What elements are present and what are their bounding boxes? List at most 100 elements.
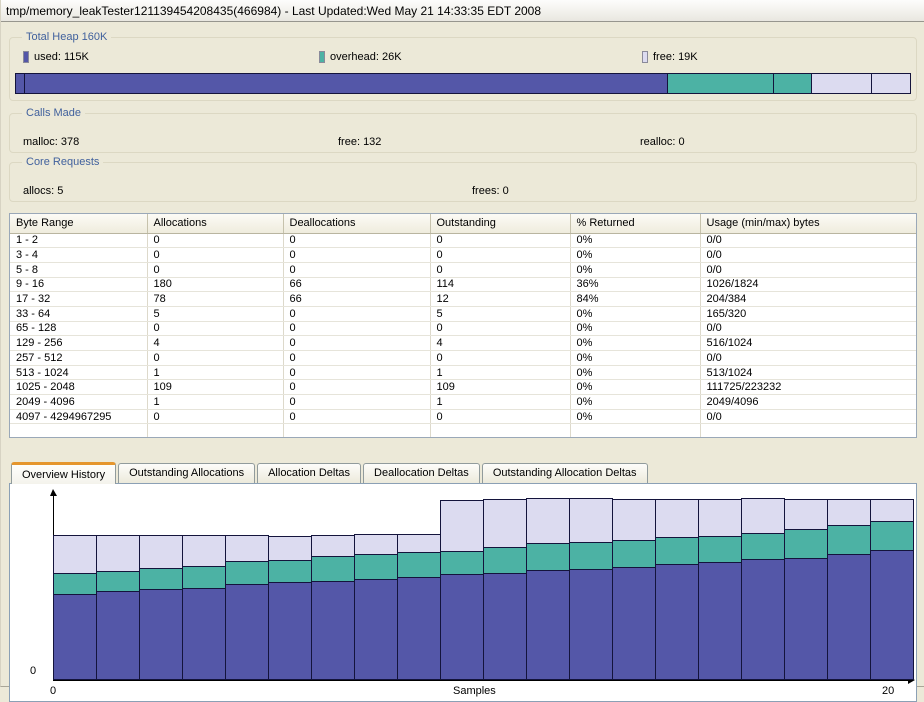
- free-swatch-icon: [642, 51, 648, 63]
- table-cell: 0%: [570, 409, 700, 424]
- table-cell: 0/0: [700, 233, 916, 248]
- heap-legend: used: 115K overhead: 26K free: 19K: [10, 51, 916, 67]
- table-cell: 36%: [570, 277, 700, 292]
- table-row[interactable]: 65 - 1280000%0/0: [10, 321, 916, 336]
- table-cell: 0/0: [700, 262, 916, 277]
- column-header[interactable]: % Returned: [570, 214, 700, 233]
- table-row[interactable]: 9 - 161806611436%1026/1824: [10, 277, 916, 292]
- chart-segment-overhead: [828, 525, 870, 554]
- table-row[interactable]: 17 - 3278661284%204/384: [10, 292, 916, 307]
- tab-deallocation-deltas[interactable]: Deallocation Deltas: [363, 463, 480, 483]
- column-header[interactable]: Deallocations: [283, 214, 430, 233]
- table-header-row: Byte RangeAllocationsDeallocationsOutsta…: [10, 214, 916, 233]
- chart-segment-used: [441, 574, 483, 679]
- table-row[interactable]: 3 - 40000%0/0: [10, 248, 916, 263]
- chart-bar-sample-7: [311, 535, 355, 680]
- calls-made-group: Calls Made malloc: 378 free: 132 realloc…: [9, 113, 917, 153]
- chart-bar-sample-19: [827, 499, 871, 680]
- column-header[interactable]: Allocations: [147, 214, 283, 233]
- table-row[interactable]: 1025 - 204810901090%111725/223232: [10, 380, 916, 395]
- table-cell: [430, 424, 570, 438]
- table-cell: 257 - 512: [10, 351, 147, 366]
- tab-allocation-deltas[interactable]: Allocation Deltas: [257, 463, 361, 483]
- byte-range-table: Byte RangeAllocationsDeallocationsOutsta…: [9, 213, 917, 438]
- table-cell: 0/0: [700, 351, 916, 366]
- table-cell: 516/1024: [700, 336, 916, 351]
- chart-segment-overhead: [742, 533, 784, 559]
- stat-frees: frees: 0: [472, 185, 509, 197]
- table-cell: 65 - 128: [10, 321, 147, 336]
- table-cell: 3 - 4: [10, 248, 147, 263]
- table-cell: 5: [430, 306, 570, 321]
- overview-history-chart: 0 0 Samples 20: [9, 483, 917, 702]
- table-cell: 0: [147, 262, 283, 277]
- table-cell: 0: [283, 262, 430, 277]
- chart-segment-used: [785, 558, 827, 679]
- chart-segment-overhead: [97, 571, 139, 591]
- table-cell: 111725/223232: [700, 380, 916, 395]
- chart-segment-used: [871, 550, 913, 679]
- table-cell: 0: [147, 351, 283, 366]
- chart-segment-free: [183, 536, 225, 566]
- table-cell: 0: [283, 248, 430, 263]
- chart-segment-overhead: [484, 547, 526, 573]
- chart-segment-overhead: [398, 552, 440, 577]
- legend-free-label: free: 19K: [653, 51, 698, 63]
- column-header[interactable]: Outstanding: [430, 214, 570, 233]
- legend-item-overhead: overhead: 26K: [319, 51, 402, 63]
- table-cell: 5 - 8: [10, 262, 147, 277]
- window-title: tmp/memory_leakTester121139454208435(466…: [1, 0, 924, 22]
- table-cell: 0: [430, 409, 570, 424]
- chart-segment-overhead: [871, 521, 913, 550]
- column-header[interactable]: Byte Range: [10, 214, 147, 233]
- table-cell: 66: [283, 277, 430, 292]
- table-cell: 1: [147, 365, 283, 380]
- tab-outstanding-allocation-deltas[interactable]: Outstanding Allocation Deltas: [482, 463, 648, 483]
- table-cell: 1: [430, 395, 570, 410]
- table-cell: 0: [430, 351, 570, 366]
- chart-segment-used: [54, 594, 96, 679]
- heap-segment-free: [811, 74, 871, 93]
- chart-segment-overhead: [656, 537, 698, 564]
- chart-segment-used: [656, 564, 698, 679]
- chart-segment-overhead: [269, 560, 311, 582]
- tab-overview-history[interactable]: Overview History: [11, 462, 116, 484]
- chart-segment-overhead: [613, 540, 655, 567]
- chart-segment-overhead: [140, 568, 182, 589]
- table-cell: 0/0: [700, 248, 916, 263]
- table-cell: 0%: [570, 248, 700, 263]
- table-row[interactable]: 257 - 5120000%0/0: [10, 351, 916, 366]
- table-cell: 0: [147, 248, 283, 263]
- table-cell: 0: [147, 409, 283, 424]
- table-cell: 109: [147, 380, 283, 395]
- chart-segment-used: [183, 588, 225, 679]
- used-swatch-icon: [23, 51, 29, 63]
- table-cell: [147, 424, 283, 438]
- table-cell: 513/1024: [700, 365, 916, 380]
- table-cell: 0%: [570, 233, 700, 248]
- table-row[interactable]: 513 - 10241010%513/1024: [10, 365, 916, 380]
- table-cell: 1: [147, 395, 283, 410]
- table-cell: 1: [430, 365, 570, 380]
- chart-segment-used: [140, 589, 182, 679]
- table-cell: 0/0: [700, 321, 916, 336]
- table-cell: 513 - 1024: [10, 365, 147, 380]
- tab-outstanding-allocations[interactable]: Outstanding Allocations: [118, 463, 255, 483]
- table-cell: 9 - 16: [10, 277, 147, 292]
- legend-item-free: free: 19K: [642, 51, 698, 63]
- table-row[interactable]: 4097 - 42949672950000%0/0: [10, 409, 916, 424]
- table-row[interactable]: 2049 - 40961010%2049/4096: [10, 395, 916, 410]
- chart-segment-used: [527, 570, 569, 679]
- table-cell: 165/320: [700, 306, 916, 321]
- chart-segment-free: [312, 536, 354, 556]
- chart-segment-free: [269, 537, 311, 560]
- table-cell: 17 - 32: [10, 292, 147, 307]
- chart-bar-sample-3: [139, 535, 183, 680]
- table-row[interactable]: 33 - 645050%165/320: [10, 306, 916, 321]
- table-row[interactable]: 129 - 2564040%516/1024: [10, 336, 916, 351]
- column-header[interactable]: Usage (min/max) bytes: [700, 214, 916, 233]
- chart-bar-sample-20: [870, 499, 914, 680]
- table-row[interactable]: 5 - 80000%0/0: [10, 262, 916, 277]
- chart-segment-used: [398, 577, 440, 679]
- table-row[interactable]: 1 - 20000%0/0: [10, 233, 916, 248]
